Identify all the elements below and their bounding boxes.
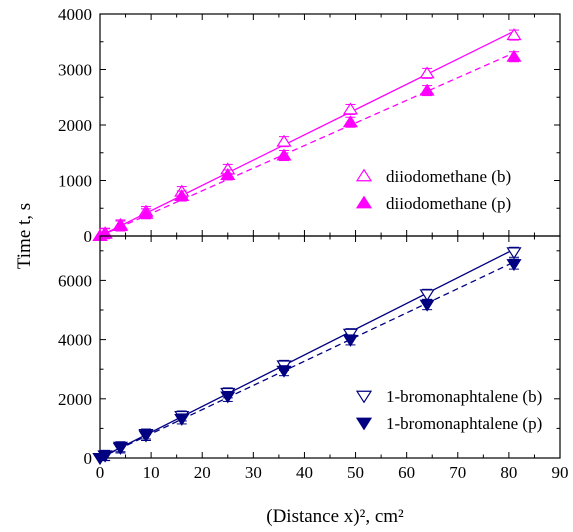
x-tick-label: 20 [194, 463, 211, 482]
data-point [419, 289, 435, 302]
data-point [419, 66, 435, 79]
data-point [506, 28, 522, 41]
data-point [506, 259, 522, 272]
top-y-tick-label: 0 [84, 227, 93, 246]
legend-label: diiodomethane (b) [386, 167, 511, 186]
data-point [220, 167, 236, 180]
data-point [276, 365, 292, 378]
y-axis-label: Time t, s [14, 203, 35, 269]
x-tick-label: 30 [245, 463, 262, 482]
fit-line [99, 30, 515, 237]
data-point [220, 391, 236, 404]
x-tick-label: 50 [347, 463, 364, 482]
data-point [174, 413, 190, 426]
bottom-y-tick-label: 4000 [58, 331, 92, 350]
legend-marker [355, 417, 373, 431]
series-1-bromonaphtalene-p-: 1-bromonaphtalene (p) [92, 258, 542, 465]
legend-marker [355, 168, 373, 182]
data-point [112, 442, 129, 455]
legend-marker [355, 195, 373, 209]
legend-label: diiodomethane (p) [386, 194, 511, 213]
data-point [419, 83, 435, 96]
fit-line [99, 261, 515, 459]
legend-marker [355, 390, 373, 404]
x-tick-label: 10 [143, 463, 160, 482]
data-point [276, 134, 292, 147]
data-point [112, 219, 129, 231]
x-tick-label: 40 [296, 463, 313, 482]
series-diiodomethane-p-: diiodomethane (p) [92, 49, 522, 241]
data-point [506, 247, 522, 260]
fit-line [99, 52, 515, 237]
legend-label: 1-bromonaphtalene (p) [386, 414, 542, 433]
x-tick-label: 80 [500, 463, 517, 482]
data-point [276, 148, 292, 161]
data-point [138, 430, 154, 443]
bottom-y-tick-label: 0 [84, 449, 93, 468]
top-y-tick-label: 4000 [58, 5, 92, 24]
top-panel: 0 1000 2000 3000 4000 diiodomethane (b) diiodo… [58, 5, 561, 246]
data-point [342, 334, 359, 347]
data-point [342, 102, 359, 115]
top-y-tick-label: 2000 [58, 116, 92, 135]
top-y-tick-label: 3000 [58, 61, 92, 80]
data-point [342, 115, 359, 128]
data-point [506, 49, 522, 62]
bottom-panel: 0 2000 4000 6000 0 10 20 30 40 50 60 70 80 90 1-bromon… [58, 235, 569, 482]
data-point [419, 299, 435, 312]
data-point [174, 189, 190, 202]
bottom-y-tick-label: 6000 [58, 271, 92, 290]
top-y-tick-label: 1000 [58, 172, 92, 191]
x-tick-label: 70 [449, 463, 466, 482]
x-tick-label: 90 [552, 463, 569, 482]
x-tick-label: 0 [96, 463, 105, 482]
data-point [97, 450, 113, 463]
fit-line [99, 248, 515, 459]
x-tick-label: 60 [398, 463, 415, 482]
data-point [138, 206, 154, 219]
x-axis-label: (Distance x)², cm² [266, 506, 404, 527]
legend-label: 1-bromonaphtalene (b) [386, 387, 542, 406]
bottom-y-tick-label: 2000 [58, 390, 92, 409]
series-1-bromonaphtalene-b-: 1-bromonaphtalene (b) [92, 246, 542, 465]
